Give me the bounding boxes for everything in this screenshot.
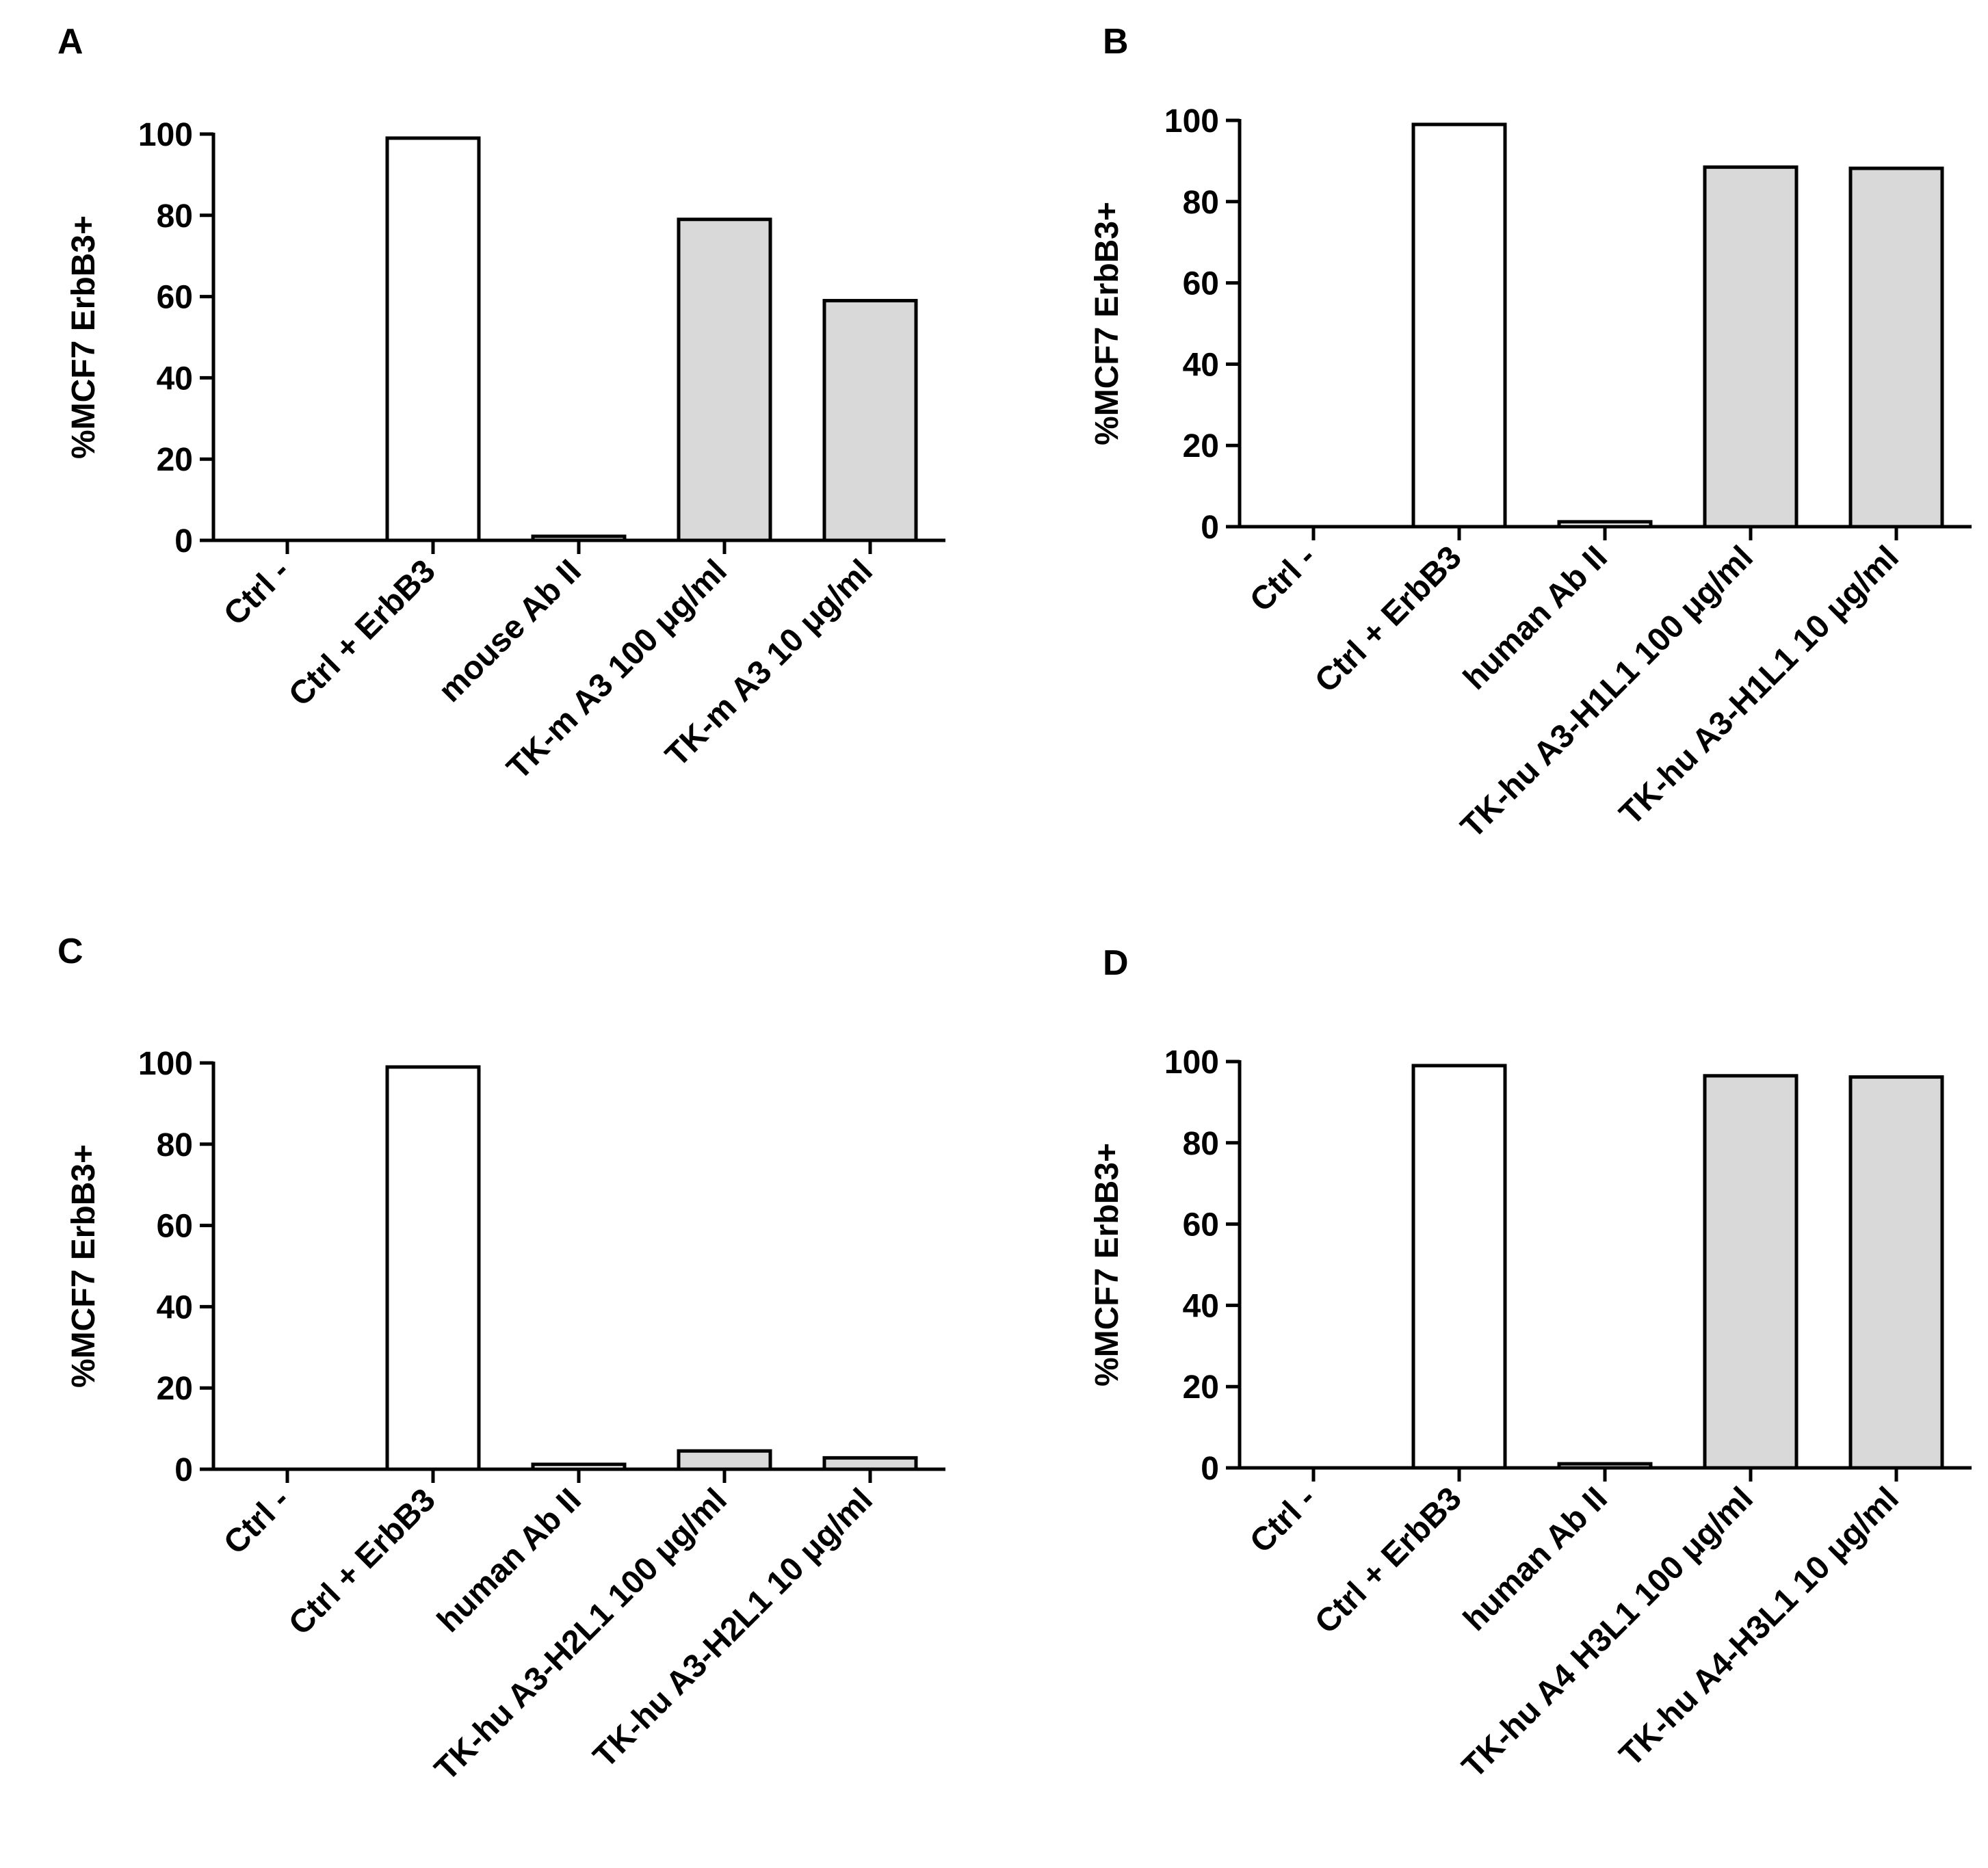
bar-4 (677, 218, 772, 542)
y-tick-label: 20 (157, 1371, 193, 1407)
y-axis-title: %MCF7 ErbB3+ (1089, 1143, 1125, 1386)
x-category-label: human Ab II (1456, 1480, 1614, 1637)
bar-2 (385, 136, 481, 542)
panel-letter: C (57, 932, 83, 971)
y-tick-label: 40 (157, 1289, 193, 1326)
y-tick-label: 100 (138, 1046, 193, 1082)
bar-2 (1411, 122, 1507, 529)
panel-letter: D (1103, 943, 1129, 983)
y-tick-label: 100 (1164, 1044, 1219, 1081)
y-tick-label: 20 (157, 442, 193, 478)
y-tick-label: 0 (174, 523, 193, 560)
y-tick-label: 20 (1183, 1369, 1219, 1406)
bar-5 (1848, 166, 1944, 529)
x-category-label: human Ab II (430, 1482, 588, 1639)
y-tick-label: 0 (1201, 510, 1219, 546)
y-tick-label: 60 (157, 280, 193, 316)
panel-letter: A (57, 22, 83, 62)
y-tick-label: 0 (1201, 1451, 1219, 1487)
chart-panel-D: D %MCF7 ErbB3+ 0 20 40 60 80 100 Ctrl -Ctrl + Er… (1089, 943, 1972, 1785)
x-category-label: Ctrl + ErbB3 (1308, 1480, 1469, 1641)
y-tick-label: 80 (1183, 185, 1219, 221)
y-tick-label: 100 (1164, 103, 1219, 140)
bar-4 (677, 1449, 772, 1471)
x-category-label: TK-hu A4-H3L1 10 μg/ml (1612, 1480, 1905, 1773)
x-category-label: TK-hu A3-H2L1 100 μg/ml (428, 1482, 733, 1787)
y-tick-label: 40 (1183, 347, 1219, 383)
x-category-label: TK-hu A3-H2L1 10 μg/ml (586, 1482, 879, 1774)
y-tick-label: 60 (1183, 1207, 1219, 1244)
x-category-label: Ctrl - (1243, 539, 1323, 619)
bar-2 (385, 1065, 481, 1471)
y-tick-label: 60 (1183, 266, 1219, 302)
y-axis-title: %MCF7 ErbB3+ (66, 1144, 102, 1388)
bar-5 (822, 299, 918, 542)
chart-panel-B: B %MCF7 ErbB3+ 0 20 40 60 80 100 Ctrl -Ctrl + Er… (1089, 22, 1972, 845)
x-category-label: Ctrl - (217, 553, 297, 633)
bar-4 (1703, 165, 1799, 529)
x-category-label: Ctrl - (217, 1482, 297, 1562)
x-category-label: Ctrl + ErbB3 (1308, 539, 1469, 700)
y-tick-label: 20 (1183, 428, 1219, 464)
y-tick-label: 40 (157, 360, 193, 397)
panel-letter: B (1103, 22, 1129, 62)
y-axis-title: %MCF7 ErbB3+ (66, 215, 102, 459)
x-category-label: Ctrl + ErbB3 (282, 1482, 443, 1642)
y-tick-label: 80 (1183, 1126, 1219, 1162)
y-tick-label: 80 (157, 198, 193, 235)
y-tick-label: 100 (138, 117, 193, 153)
chart-panel-A: A %MCF7 ErbB3+ 0 20 40 60 80 100 Ctrl -Ctrl + Er… (57, 22, 945, 787)
x-category-label: TK-hu A3-H1L1 10 μg/ml (1612, 539, 1905, 832)
y-tick-label: 0 (174, 1452, 193, 1488)
x-category-label: TK-hu A3-H1L1 100 μg/ml (1454, 539, 1760, 845)
x-category-label: TK-hu A4 H3L1 100 μg/ml (1455, 1480, 1760, 1785)
x-category-label: Ctrl + ErbB3 (282, 553, 443, 713)
chart-panel-C: C %MCF7 ErbB3+ 0 20 40 60 80 100 Ctrl -Ctrl + Er… (57, 932, 945, 1788)
y-axis-title: %MCF7 ErbB3+ (1089, 202, 1125, 445)
bar-2 (1411, 1064, 1507, 1470)
y-tick-label: 60 (157, 1209, 193, 1245)
y-tick-label: 40 (1183, 1288, 1219, 1324)
x-category-label: mouse Ab II (432, 553, 588, 709)
y-tick-label: 80 (157, 1127, 193, 1163)
bar-5 (1848, 1075, 1944, 1470)
bar-4 (1703, 1074, 1799, 1470)
x-category-label: Ctrl - (1243, 1480, 1323, 1560)
x-category-label: human Ab II (1456, 539, 1614, 696)
